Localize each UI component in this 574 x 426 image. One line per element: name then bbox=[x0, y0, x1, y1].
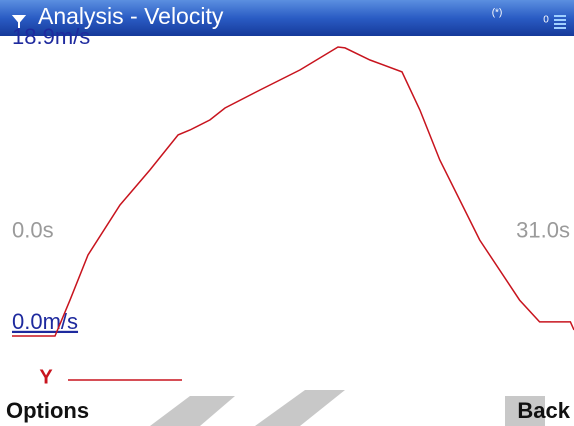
status-indicator: (*) bbox=[492, 8, 503, 19]
battery-icon bbox=[554, 15, 566, 29]
signal-icon bbox=[11, 15, 27, 28]
x-tick-label: 0.0s bbox=[12, 217, 54, 242]
softkey-decoration bbox=[150, 390, 545, 426]
y-tick-label: 18.9m/s bbox=[12, 24, 90, 49]
data-line bbox=[12, 46, 574, 337]
right-softkey[interactable]: Back bbox=[517, 398, 570, 423]
legend-label: Y bbox=[39, 366, 53, 388]
status-count: 0 bbox=[543, 15, 549, 26]
left-softkey[interactable]: Options bbox=[6, 398, 89, 423]
y-tick-label: 0.0m/s bbox=[12, 309, 78, 334]
plot: 18.9m/s 0.0m/s 0.0s 31.0s Y bbox=[12, 24, 574, 388]
title-bar bbox=[0, 0, 574, 36]
screen-title: Analysis - Velocity bbox=[38, 3, 224, 29]
x-tick-label: 31.0s bbox=[516, 217, 570, 242]
